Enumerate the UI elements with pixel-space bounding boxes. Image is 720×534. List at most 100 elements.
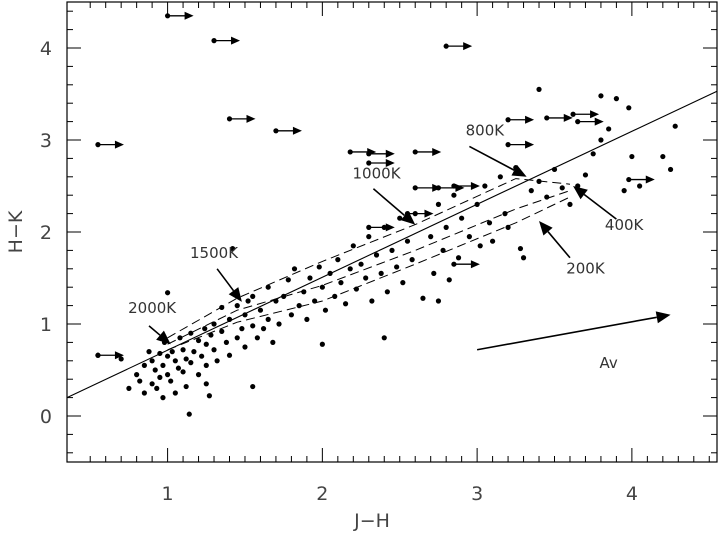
data-point	[332, 293, 338, 299]
annotation: 400K	[573, 186, 645, 234]
data-point	[273, 298, 279, 304]
data-point	[517, 245, 524, 252]
data-point	[226, 316, 233, 322]
annotation-label: 2000K	[128, 299, 177, 317]
annotation: 1000K	[353, 165, 416, 225]
data-point	[381, 335, 387, 341]
limit-arrowhead	[114, 140, 124, 149]
data-point	[598, 93, 604, 99]
annotation-arrowhead	[573, 186, 588, 200]
data-point	[497, 174, 503, 180]
data-point	[319, 341, 325, 347]
data-point	[520, 255, 527, 261]
data-point	[606, 126, 612, 132]
data-points	[95, 86, 678, 417]
data-point	[551, 166, 558, 173]
data-point	[257, 307, 264, 313]
data-point	[250, 383, 256, 390]
data-point	[335, 257, 341, 263]
limit-arrowhead	[594, 117, 604, 126]
data-point	[281, 293, 287, 299]
lower-limit	[443, 42, 473, 51]
lower-limit	[544, 113, 573, 122]
lower-limit	[505, 140, 535, 149]
data-point	[466, 234, 472, 240]
data-point	[409, 257, 415, 263]
y-tick-label: 2	[40, 222, 52, 244]
data-point	[203, 362, 209, 368]
data-point	[191, 349, 197, 355]
data-point	[590, 151, 596, 157]
y-axis-label: H−K	[5, 210, 27, 253]
data-point	[347, 266, 353, 272]
data-point	[307, 275, 313, 281]
data-point	[338, 280, 344, 286]
data-point	[373, 252, 380, 258]
data-point	[431, 270, 437, 276]
data-point	[234, 303, 240, 309]
lower-limit	[366, 149, 395, 158]
y-tick-label: 3	[40, 130, 52, 152]
data-point	[168, 378, 174, 384]
data-point	[175, 365, 182, 371]
annotation-arrow	[469, 145, 515, 171]
data-point	[195, 337, 202, 344]
data-point	[202, 326, 208, 332]
data-point	[559, 185, 565, 191]
data-point	[195, 372, 202, 378]
data-point	[528, 188, 534, 194]
data-point	[265, 316, 271, 322]
x-tick-label: 3	[471, 483, 483, 505]
limit-arrowhead	[424, 209, 434, 218]
data-point	[477, 243, 483, 249]
data-point	[285, 277, 291, 283]
limit-arrowhead	[114, 351, 124, 360]
data-point	[394, 264, 400, 270]
lower-limit	[273, 126, 302, 135]
data-point	[208, 332, 214, 338]
data-point	[188, 360, 194, 366]
lower-limit	[164, 11, 194, 20]
data-point	[183, 383, 189, 390]
data-point	[219, 304, 225, 311]
data-point	[629, 153, 635, 160]
data-point	[304, 316, 310, 322]
limit-arrowhead	[385, 223, 395, 232]
data-point	[219, 328, 225, 334]
lower-limit	[435, 183, 465, 192]
data-point	[211, 347, 217, 353]
annotation-label: 1000K	[353, 165, 402, 183]
data-point	[211, 321, 217, 327]
data-point	[141, 362, 147, 368]
limit-arrowhead	[292, 126, 302, 135]
data-point	[350, 243, 356, 249]
data-point	[149, 358, 155, 364]
data-point	[234, 335, 240, 341]
annotation: 200K	[539, 220, 606, 277]
data-point	[141, 390, 147, 396]
model-curve	[167, 190, 571, 345]
lower-limit	[626, 175, 655, 184]
data-point	[164, 353, 171, 359]
lower-limit	[505, 115, 535, 124]
annotation: 1500K	[190, 244, 242, 302]
data-point	[384, 289, 390, 295]
data-point	[146, 349, 152, 355]
model-curve	[167, 196, 571, 351]
lower-limit	[575, 117, 604, 126]
data-point	[164, 290, 171, 296]
data-point	[180, 369, 186, 375]
data-point	[667, 166, 674, 173]
limit-arrowhead	[231, 36, 241, 45]
data-point	[358, 261, 364, 267]
data-point	[455, 255, 462, 261]
data-point	[276, 321, 282, 327]
data-point	[250, 323, 256, 329]
data-point	[378, 270, 384, 276]
x-axis-label: J−H	[353, 510, 390, 532]
data-point	[486, 220, 493, 226]
data-point	[397, 215, 403, 221]
data-point	[327, 270, 333, 276]
data-point	[160, 395, 166, 401]
data-point	[270, 339, 276, 345]
